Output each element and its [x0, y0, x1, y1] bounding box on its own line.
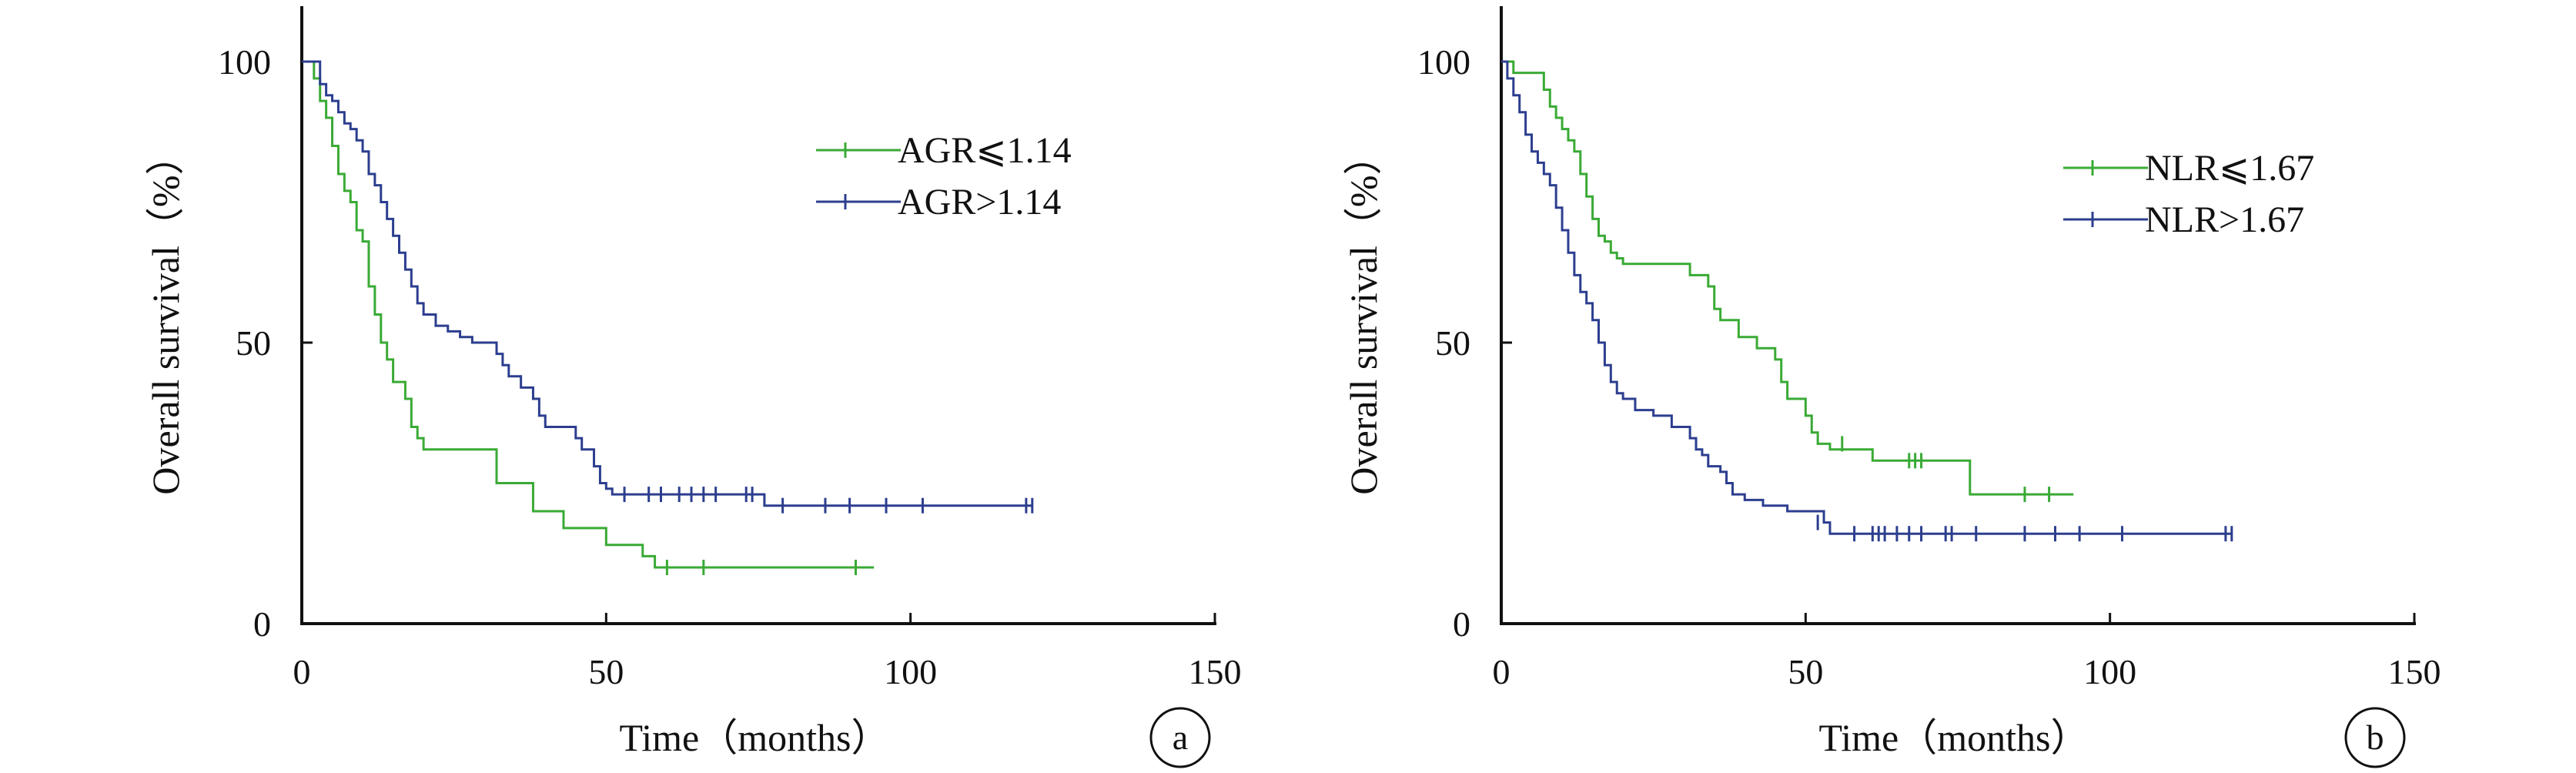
panel-letter-badge: b	[2344, 707, 2406, 768]
y-tick-label: 100	[218, 42, 271, 82]
y-axis-label: Overall survival（%）	[144, 136, 187, 494]
x-tick-label: 50	[1788, 652, 1823, 691]
panel-b: 0 50 100 150 0 50 100 NLR⩽1.67 NLR>1.67 Time（mo…	[1342, 6, 2441, 768]
x-tick-label: 100	[884, 652, 937, 691]
ticks: 0 50 100 150 0 50 100	[218, 42, 1242, 691]
y-axis-label: Overall survival（%）	[1342, 136, 1385, 494]
ticks: 0 50 100 150 0 50 100	[1417, 42, 2441, 691]
x-tick-label: 0	[1493, 652, 1510, 691]
survival-curves	[1501, 60, 2233, 542]
x-tick-label: 50	[588, 652, 624, 691]
survival-curve-2	[1501, 60, 2232, 535]
x-tick-label: 150	[1189, 652, 1242, 691]
axes	[1500, 6, 2416, 625]
x-axis-label: Time（months）	[619, 716, 889, 759]
x-tick-label: 150	[2388, 652, 2441, 691]
legend: NLR⩽1.67 NLR>1.67	[2063, 148, 2314, 240]
panel-letter-circle	[1149, 707, 1211, 768]
x-axis-label: Time（months）	[1818, 716, 2089, 759]
y-tick-label: 100	[1417, 42, 1470, 82]
survival-curve-1	[1501, 60, 2074, 496]
axes	[300, 6, 1216, 625]
legend-label: AGR⩽1.14	[898, 130, 1072, 171]
survival-curves	[302, 60, 1034, 575]
x-tick-label: 100	[2083, 652, 2136, 691]
panel-a: 0 50 100 150 0 50 100 AGR⩽1.14 AGR>1.14 Time（mo…	[144, 6, 1242, 768]
legend: AGR⩽1.14 AGR>1.14	[816, 130, 1072, 223]
panel-letter: a	[1173, 718, 1188, 757]
y-tick-label: 0	[1453, 604, 1470, 644]
survival-curve-2	[302, 60, 1032, 507]
legend-label: NLR>1.67	[2145, 199, 2304, 240]
legend-label: NLR⩽1.67	[2145, 148, 2314, 189]
y-tick-label: 50	[236, 323, 271, 363]
panel-letter-circle	[2344, 707, 2406, 768]
x-tick-label: 0	[293, 652, 311, 691]
y-tick-label: 0	[253, 604, 271, 644]
y-tick-label: 50	[1435, 323, 1470, 363]
panel-letter: b	[2367, 718, 2384, 757]
legend-label: AGR>1.14	[898, 182, 1061, 223]
panel-letter-badge: a	[1149, 707, 1211, 768]
survival-curve-1	[302, 60, 875, 569]
